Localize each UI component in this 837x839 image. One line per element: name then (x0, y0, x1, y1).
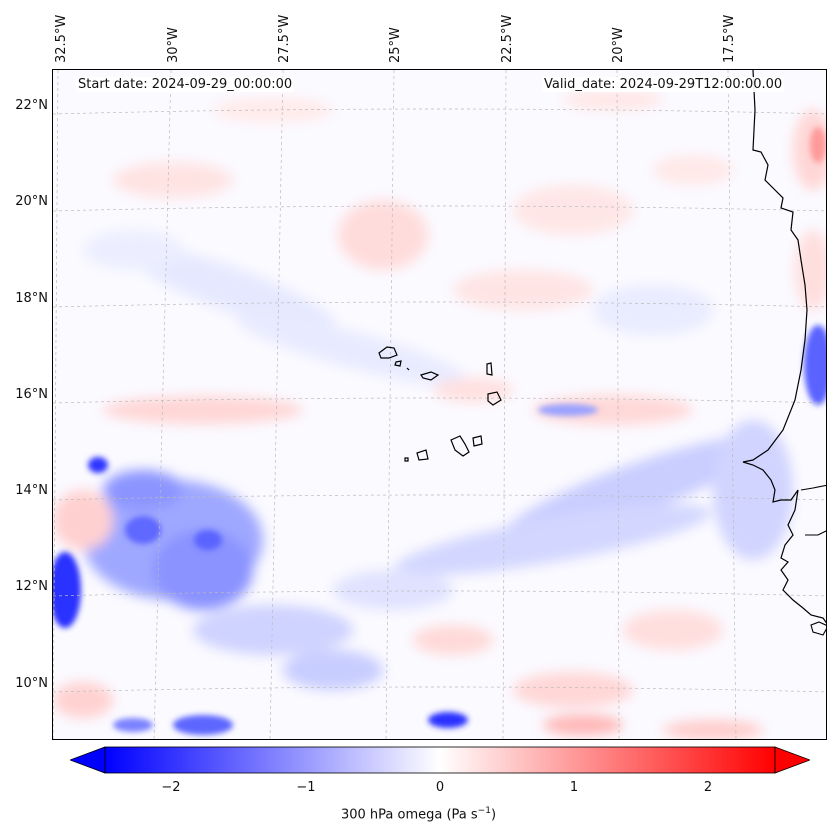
omega-field (53, 70, 826, 739)
lon-label-20w: 20°W (611, 27, 626, 63)
lat-label-22n: 22°N (15, 98, 48, 113)
strong-patches (53, 127, 826, 735)
colorbar (70, 746, 810, 774)
coastline-gambia (800, 484, 826, 491)
valid-date-label: Valid_date: 2024-09-29T12:00:00.00 (542, 77, 785, 92)
lat-label-20n: 20°N (15, 194, 48, 209)
colorbar-tick: 2 (703, 780, 713, 795)
colorbar-tick: −1 (296, 780, 316, 795)
coastline (742, 70, 826, 624)
lat-label-10n: 10°N (15, 676, 48, 691)
start-date-label: Start date: 2024-09-29_00:00:00 (76, 77, 295, 92)
lon-label-17.5w: 17.5°W (722, 14, 737, 63)
lat-label-18n: 18°N (15, 291, 48, 306)
lon-label-22.5w: 22.5°W (500, 14, 515, 63)
colorbar-tick: 0 (435, 780, 445, 795)
lon-label-25w: 25°W (388, 27, 403, 63)
map-panel[interactable] (52, 69, 827, 740)
lon-label-30w: 30°W (166, 27, 181, 63)
field-patches (53, 90, 826, 739)
bissagos-islands (810, 621, 826, 636)
colorbar-tick: 1 (569, 780, 579, 795)
lat-label-12n: 12°N (15, 579, 48, 594)
lon-label-32.5w: 32.5°W (54, 14, 69, 63)
lat-label-16n: 16°N (15, 387, 48, 402)
graticule (53, 70, 826, 739)
colorbar-label: 300 hPa omega (Pa s−1) (340, 806, 497, 823)
colorbar-extend-max (774, 746, 810, 774)
colorbar-extend-min (70, 746, 106, 774)
lat-label-14n: 14°N (15, 483, 48, 498)
islands (378, 346, 502, 462)
coastline-casamance (805, 530, 826, 536)
colorbar-tick: −2 (161, 780, 181, 795)
colorbar-gradient (104, 746, 776, 774)
lon-label-27.5w: 27.5°W (277, 14, 292, 63)
